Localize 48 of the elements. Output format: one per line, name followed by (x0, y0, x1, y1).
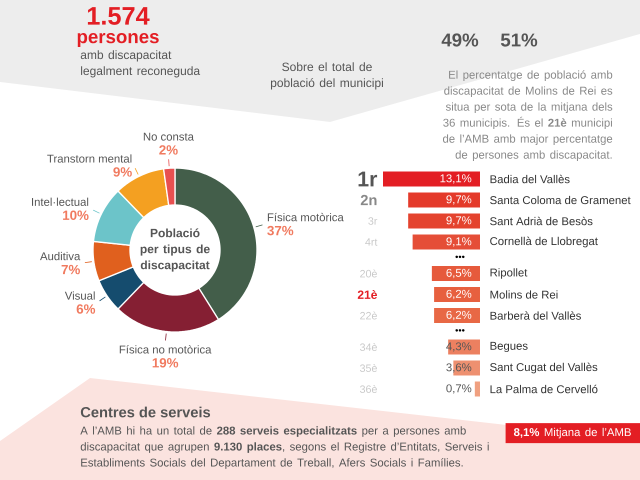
y-tick-label: La Palma de Cervelló (490, 384, 598, 394)
text: El percentatge de població amb discapacitat de Molins de Rei es situa per sota de la mitjana dels 36 municipis. És el 21è municipi de l’AMB amb major percentatge de persones amb discapacitat. (442, 70, 612, 161)
text: 8,1% Mitjana de l’AMB (514, 428, 631, 438)
text: 2n (360, 194, 376, 206)
text: Centres de serveis (80, 406, 210, 418)
data-label: 10% (63, 210, 89, 220)
slice-label: No consta (144, 132, 194, 141)
text: 51% (500, 33, 538, 47)
data-label: 6,2% (446, 290, 472, 300)
text: 49% (442, 33, 478, 47)
text: 1.574 (88, 7, 150, 25)
text: 21è (358, 290, 377, 299)
slice-label: Transtorn mental (47, 154, 132, 163)
text: persones (78, 33, 159, 47)
annotation: ••• (455, 256, 465, 258)
y-tick-label: Ripollet (490, 268, 528, 279)
data-label: 2% (159, 145, 178, 155)
y-tick-label: Barberà del Vallès (490, 311, 581, 320)
text: 1r (358, 172, 378, 186)
data-label: 7% (62, 264, 80, 274)
slice-label: Física motòrica (268, 212, 344, 222)
data-label: 9,1% (446, 237, 472, 247)
data-label: 19% (152, 358, 178, 368)
y-tick-label: Molins de Rei (490, 290, 558, 299)
slice-label: Visual (64, 291, 95, 300)
y-tick-label: Santa Coloma de Gramenet (490, 196, 631, 204)
slice-label: Auditiva (40, 252, 80, 260)
data-label: 13,1% (440, 174, 472, 184)
data-label: 9% (113, 167, 132, 177)
data-label: 37% (267, 226, 294, 236)
data-label: 6,5% (446, 268, 472, 278)
y-tick-label: Sant Adrià de Besòs (490, 216, 592, 226)
annotation: ••• (455, 329, 465, 332)
data-label: 6,2% (446, 310, 472, 320)
slice-label: Física no motòrica (120, 345, 212, 354)
data-label: 9,7% (446, 195, 472, 205)
data-label: 9,7% (446, 216, 472, 226)
y-tick-label: Begues (490, 342, 528, 352)
text: A l’AMB hi ha un total de 288 serveis especialitzats per a persones amb discapacitat que agrupen 9.130 places, segons el Registre d’Entitats, Serveis i Establiments Socials del Departament de Treball, Afers Socials i Famílies. (80, 426, 489, 469)
text: Sobre el total de població del municipi (270, 62, 383, 90)
slice-label: Intel·lectual (32, 198, 88, 206)
y-tick-label: Badia del Vallès (490, 174, 570, 184)
text: amb discapacitat legalment reconeguda (80, 50, 200, 78)
y-tick-label: Cornellà de Llobregat (490, 236, 598, 248)
y-tick-label: Sant Cugat del Vallès (490, 362, 598, 374)
data-label: 0,7% (446, 384, 472, 394)
data-label: 6% (76, 304, 96, 314)
text: Població per tipus de discapacitat (140, 228, 210, 272)
